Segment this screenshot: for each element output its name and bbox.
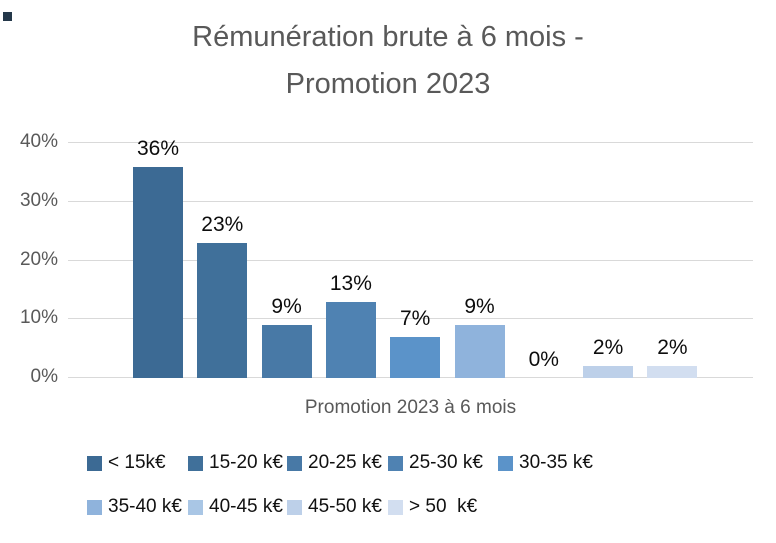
legend-item: 30-35 k€: [498, 451, 593, 475]
gridline: [68, 200, 753, 202]
legend-item: 45-50 k€: [287, 495, 382, 519]
legend-item: 15-20 k€: [188, 451, 283, 475]
gridline: [68, 318, 753, 320]
chart-title-line1: Rémunération brute à 6 mois -: [192, 21, 584, 53]
bar: [325, 301, 376, 378]
legend-swatch: [498, 455, 513, 471]
legend-item: < 15k€: [87, 451, 166, 475]
bar: [454, 325, 505, 378]
legend-label: 25-30 k€: [409, 452, 483, 473]
legend-label: 40-45 k€: [209, 496, 283, 517]
legend-swatch: [188, 455, 203, 471]
y-axis-tick-label: 30%: [19, 189, 58, 211]
legend-swatch: [188, 499, 203, 515]
bar-value-label: 36%: [136, 136, 180, 160]
y-axis-tick-label: 40%: [19, 131, 58, 152]
bar: [133, 166, 183, 378]
bar-value-label: 23%: [201, 212, 244, 236]
legend-item: 20-25 k€: [287, 451, 382, 475]
corner-marker: [3, 12, 12, 21]
legend-swatch: [287, 499, 302, 515]
y-axis-tick-label: 10%: [19, 307, 58, 329]
legend-label: 30-35 k€: [519, 452, 593, 473]
legend-swatch: [388, 499, 403, 515]
x-axis-title: Promotion 2023 à 6 mois: [304, 397, 517, 418]
bar-value-label: 9%: [271, 295, 302, 319]
bar-value-label: 2%: [657, 336, 688, 360]
legend-swatch: [287, 455, 302, 471]
legend-label: 45-50 k€: [308, 496, 382, 517]
legend-swatch: [388, 455, 403, 471]
legend-swatch: [87, 499, 102, 515]
legend-swatch: [87, 455, 102, 471]
bar: [197, 242, 248, 378]
legend-item: 40-45 k€: [188, 495, 283, 519]
bar: [647, 366, 698, 378]
bar: [390, 336, 441, 378]
legend-label: 15-20 k€: [209, 452, 283, 473]
bar-value-label: 7%: [400, 306, 431, 330]
chart-title-line2: Promotion 2023: [285, 68, 491, 100]
legend-label: > 50 k€: [409, 496, 478, 517]
bar: [583, 366, 634, 378]
legend-label: < 15k€: [108, 452, 166, 473]
legend-item: 25-30 k€: [388, 451, 483, 475]
bar-value-label: 9%: [464, 295, 495, 319]
chart-title: Rémunération brute à 6 mois - Promotion …: [0, 14, 776, 108]
bar-value-label: 2%: [592, 336, 624, 360]
bar-value-label: 0%: [528, 348, 559, 371]
bar: [261, 325, 312, 378]
legend-label: 20-25 k€: [308, 452, 382, 473]
y-axis-tick-label: 20%: [19, 248, 58, 270]
gridline: [68, 142, 753, 143]
y-axis-tick-label: 0%: [30, 366, 58, 387]
bar-value-label: 13%: [329, 271, 372, 295]
gridline: [68, 259, 753, 261]
legend-label: 35-40 k€: [108, 496, 182, 517]
legend-item: > 50 k€: [388, 495, 477, 519]
legend-item: 35-40 k€: [87, 495, 182, 519]
